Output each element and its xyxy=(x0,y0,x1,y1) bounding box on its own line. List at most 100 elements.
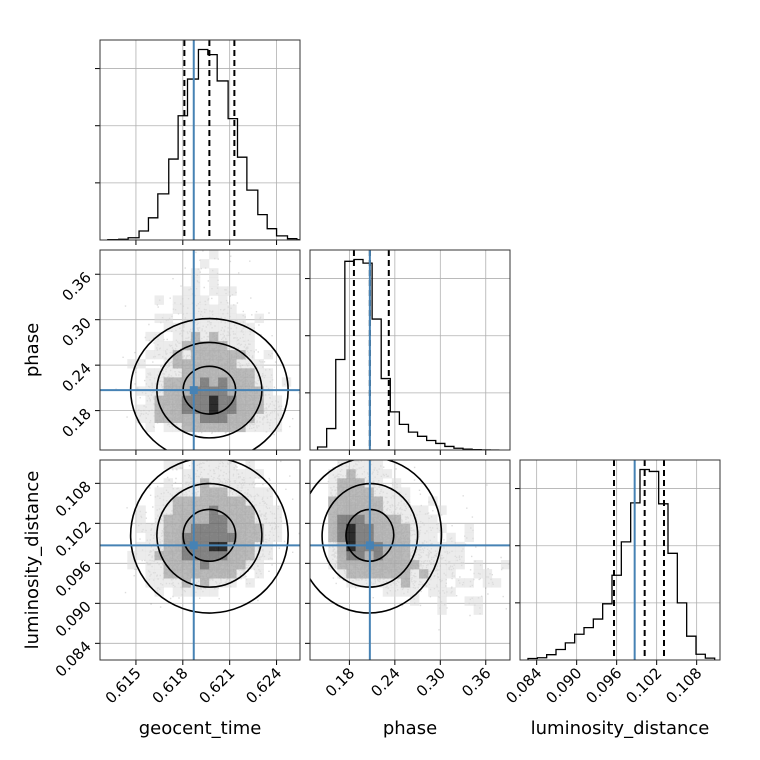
density-cell xyxy=(373,487,384,497)
x-tick-label: 0.084 xyxy=(502,664,545,707)
density-cell xyxy=(154,340,164,351)
density-cell xyxy=(209,350,219,360)
density-cell xyxy=(227,541,237,552)
density-cell xyxy=(428,496,438,506)
density-cell xyxy=(254,313,264,324)
y-tick-label: 0.18 xyxy=(58,405,94,441)
density-cell xyxy=(190,277,201,287)
density-cell xyxy=(236,514,246,524)
density-cell xyxy=(355,514,365,524)
density-cell xyxy=(181,514,192,524)
density-cell xyxy=(200,350,210,360)
density-cell xyxy=(163,340,174,351)
density-cell xyxy=(172,541,183,552)
density-cell xyxy=(136,359,146,369)
density-cell xyxy=(172,340,183,351)
density-cell xyxy=(382,569,393,579)
density-cell xyxy=(400,569,411,579)
density-cell xyxy=(190,350,201,360)
density-cell xyxy=(200,514,210,524)
density-cell xyxy=(209,331,219,342)
density-cell xyxy=(145,541,155,552)
density-cell xyxy=(145,350,155,360)
density-cell xyxy=(218,560,228,570)
density-cell xyxy=(355,523,365,534)
density-cell xyxy=(500,560,510,570)
density-cell xyxy=(163,377,174,387)
density-cell xyxy=(227,487,237,497)
x-tick-label: 0.624 xyxy=(242,664,285,707)
density-cell xyxy=(419,560,429,570)
density-cell xyxy=(373,550,384,561)
panel-frame xyxy=(99,39,301,241)
density-cell xyxy=(328,514,338,524)
density-cell xyxy=(227,469,237,479)
density-cell xyxy=(227,505,237,515)
hist-clip xyxy=(527,460,716,660)
density-cell xyxy=(245,532,255,543)
contour-level-2 xyxy=(156,482,263,588)
density-cell xyxy=(373,478,384,488)
contour-level-3 xyxy=(129,460,289,614)
density-cell xyxy=(127,359,137,369)
density-cell xyxy=(190,578,201,588)
density-cell xyxy=(245,514,255,524)
density-cell xyxy=(190,295,201,305)
density-cell xyxy=(337,478,347,488)
density-cell xyxy=(245,368,255,378)
density-cell xyxy=(446,550,456,561)
panel-frame xyxy=(309,249,511,451)
ylabel-phase: phase xyxy=(22,323,43,377)
density-cell xyxy=(190,505,201,515)
density-cell xyxy=(410,569,420,579)
density-cell xyxy=(391,560,402,570)
density-cell xyxy=(236,523,246,534)
density-cell xyxy=(190,514,201,524)
y-tick-label: 0.090 xyxy=(52,597,95,640)
density-cell xyxy=(218,505,228,515)
density-cell xyxy=(337,496,347,506)
density-cell xyxy=(163,413,174,424)
density-cell xyxy=(218,331,228,342)
density-cell xyxy=(428,532,438,543)
density-cell xyxy=(419,541,429,552)
density-cell xyxy=(172,569,183,579)
density-cell xyxy=(245,496,255,506)
density-cell xyxy=(446,569,456,579)
density-cell xyxy=(400,487,411,497)
density-cell xyxy=(190,550,201,561)
density-cell xyxy=(382,496,393,506)
density-cell xyxy=(419,569,429,579)
density-cell xyxy=(190,587,201,597)
density-cell xyxy=(209,496,219,506)
density-cell xyxy=(190,469,201,479)
density-cell xyxy=(391,532,402,543)
density-cell xyxy=(236,350,246,360)
density-cell xyxy=(190,286,201,296)
density-cell xyxy=(428,569,438,579)
density-cell xyxy=(163,460,174,470)
density-cell xyxy=(373,578,384,588)
density-cell xyxy=(227,550,237,561)
density-cell xyxy=(145,331,155,342)
density-cell xyxy=(245,350,255,360)
density-cell xyxy=(181,469,192,479)
density-cell xyxy=(263,496,274,506)
density-cell xyxy=(272,505,283,515)
density-cell xyxy=(355,505,365,515)
density-cell xyxy=(145,560,155,570)
density-cell xyxy=(464,523,474,534)
x-tick-label: 0.108 xyxy=(662,664,705,707)
density-cell xyxy=(391,505,402,515)
density-cell xyxy=(218,404,228,414)
density-cell xyxy=(200,395,210,405)
density-cell xyxy=(172,532,183,543)
density-cell xyxy=(400,541,411,552)
density-cell xyxy=(209,587,219,597)
truth-point xyxy=(189,386,198,395)
density-cell xyxy=(190,313,201,324)
density-cell xyxy=(163,322,174,333)
density-cell xyxy=(200,560,210,570)
histogram-geocent-time xyxy=(107,48,300,240)
density-cell xyxy=(373,541,384,552)
